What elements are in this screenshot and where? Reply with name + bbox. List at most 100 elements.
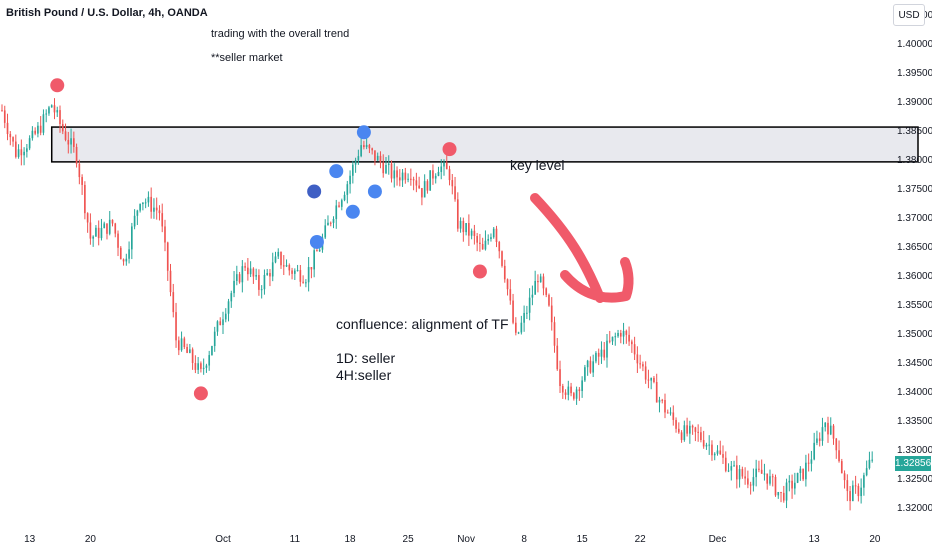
candle-body [158, 210, 161, 214]
candle-body [175, 312, 177, 341]
candle-body [64, 131, 67, 140]
candle-body [810, 459, 813, 464]
y-tick-label: 1.38500 [897, 126, 932, 137]
candle-body [664, 400, 666, 413]
candle-body [103, 223, 106, 229]
candle-body [495, 228, 498, 242]
candle-body [346, 184, 349, 195]
candle-body [117, 233, 119, 248]
x-tick-label: 13 [809, 534, 821, 545]
candle-body [161, 213, 164, 227]
candle-body [296, 270, 299, 272]
candle-body [155, 207, 158, 211]
candle-body [122, 259, 125, 262]
candle-body [293, 270, 296, 274]
candle-body [570, 386, 572, 394]
candle-body [727, 470, 730, 472]
candle-body [398, 177, 401, 181]
candle-body [26, 148, 28, 152]
candle-body [600, 349, 603, 357]
candle-body [747, 478, 749, 485]
candle-body [843, 473, 846, 481]
candle-body [412, 179, 415, 181]
y-tick-label: 1.35000 [897, 329, 932, 340]
candle-body [774, 476, 777, 496]
candle-body [863, 475, 865, 488]
candle-body [606, 340, 608, 358]
candle-body [777, 492, 780, 496]
candle-body [827, 422, 829, 435]
candle-body [72, 138, 75, 147]
candle-body [53, 105, 56, 113]
candle-body [20, 149, 23, 156]
candle-body [97, 227, 100, 239]
candle-body [299, 270, 302, 282]
candle-body [542, 276, 545, 289]
candle-body [429, 170, 432, 191]
candle-body [17, 149, 20, 157]
candle-body [282, 265, 285, 267]
candle-body [799, 468, 802, 474]
candle-body [509, 289, 512, 301]
candle-body [191, 349, 194, 363]
candle-body [586, 360, 589, 368]
candle-body [749, 484, 752, 486]
candle-body [788, 480, 791, 483]
candle-body [28, 138, 31, 149]
candle-body [468, 223, 470, 236]
candle-body [59, 110, 61, 125]
candle-body [492, 228, 495, 238]
candle-body [622, 330, 625, 337]
candle-body [81, 177, 83, 185]
currency-button[interactable]: USD [893, 4, 925, 26]
candle-body [227, 301, 230, 314]
candle-body [266, 272, 269, 275]
key-level-label: key level [510, 157, 565, 173]
candle-body [89, 222, 92, 239]
candle-body [12, 137, 14, 142]
candle-body [741, 469, 744, 477]
y-tick-label: 1.32000 [897, 503, 932, 514]
candle-body [763, 473, 766, 475]
candle-body [738, 469, 741, 480]
candle-body [222, 319, 224, 326]
x-tick-label: 15 [577, 534, 589, 545]
candle-body [23, 151, 25, 156]
candle-body [650, 377, 653, 381]
candle-body [189, 349, 191, 353]
candle-body [829, 425, 832, 435]
candle-body [716, 450, 719, 454]
red-marker [193, 386, 208, 401]
candle-body [423, 181, 426, 198]
candle-body [719, 450, 722, 455]
candle-body [247, 267, 249, 275]
candle-body [539, 276, 542, 283]
candle-body [636, 354, 639, 364]
tf-4h-label: 4H:seller [336, 367, 392, 383]
candle-body [213, 331, 216, 347]
candle-body [70, 138, 72, 145]
candle-body [818, 438, 821, 441]
candle-body [813, 442, 816, 460]
candle-body [479, 242, 481, 244]
candle-body [211, 346, 213, 356]
candle-body [675, 419, 677, 429]
blue-marker [367, 184, 382, 199]
candle-body [249, 268, 252, 275]
candle-body [462, 220, 465, 233]
y-tick-label: 1.39000 [897, 97, 932, 108]
candle-body [108, 219, 111, 234]
last-price-label: 1.32856 [895, 456, 932, 471]
candle-body [67, 139, 70, 145]
candle-body [434, 175, 437, 179]
candle-body [545, 288, 548, 295]
candle-body [144, 202, 147, 204]
candle-body [595, 352, 597, 362]
candle-body [631, 341, 633, 345]
candle-body [617, 332, 619, 337]
candle-body [131, 226, 133, 250]
candle-body [564, 392, 567, 395]
candle-body [470, 230, 473, 236]
candle-body [39, 125, 42, 133]
